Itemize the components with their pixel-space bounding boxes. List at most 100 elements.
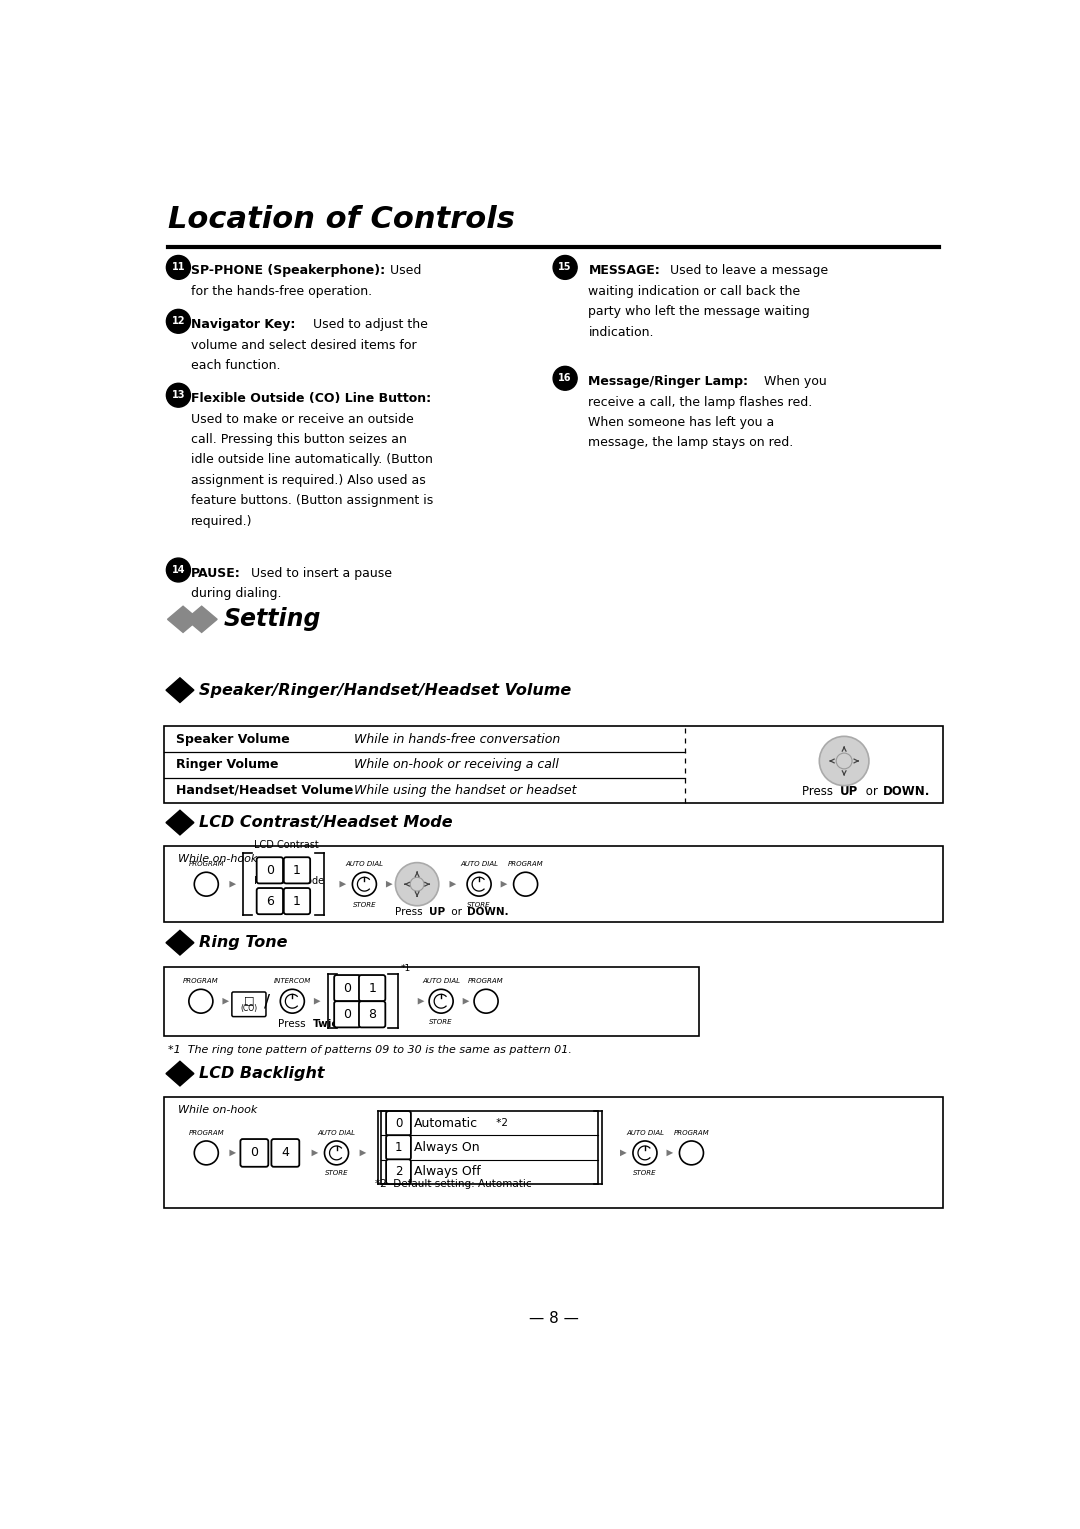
Polygon shape — [166, 930, 194, 956]
Polygon shape — [166, 810, 194, 835]
Text: STORE: STORE — [325, 1170, 348, 1176]
Text: Handset/Headset Volume: Handset/Headset Volume — [176, 784, 353, 797]
Text: STORE: STORE — [633, 1170, 657, 1176]
Text: PROGRAM: PROGRAM — [674, 1130, 710, 1136]
Text: PROGRAM: PROGRAM — [189, 861, 225, 867]
Text: Used to leave a message: Used to leave a message — [666, 265, 828, 277]
Text: INTERCOM: INTERCOM — [273, 979, 311, 983]
Text: 1: 1 — [368, 982, 376, 995]
Bar — [381, 1112, 598, 1183]
Text: When you: When you — [760, 375, 827, 388]
Text: MESSAGE:: MESSAGE: — [589, 265, 660, 277]
Text: Ring Tone: Ring Tone — [199, 936, 287, 950]
Text: or: or — [448, 907, 465, 917]
Text: Speaker Volume: Speaker Volume — [176, 732, 289, 746]
Text: Press: Press — [279, 1020, 309, 1029]
Text: — 8 —: — 8 — — [528, 1310, 579, 1326]
Text: DOWN.: DOWN. — [882, 786, 930, 798]
Text: 12: 12 — [172, 317, 185, 326]
Circle shape — [553, 255, 577, 280]
Text: DOWN.: DOWN. — [467, 907, 509, 917]
FancyBboxPatch shape — [271, 1139, 299, 1167]
Circle shape — [836, 754, 852, 769]
Circle shape — [194, 1141, 218, 1165]
Circle shape — [166, 255, 190, 280]
FancyBboxPatch shape — [241, 1139, 268, 1167]
Text: *1  The ring tone pattern of patterns 09 to 30 is the same as pattern 01.: *1 The ring tone pattern of patterns 09 … — [167, 1046, 571, 1055]
Text: While using the handset or headset: While using the handset or headset — [354, 784, 577, 797]
Text: LCD Backlight: LCD Backlight — [199, 1066, 324, 1081]
Polygon shape — [166, 677, 194, 702]
Text: 0: 0 — [251, 1147, 258, 1159]
Text: indication.: indication. — [589, 326, 653, 338]
Text: message, the lamp stays on red.: message, the lamp stays on red. — [589, 436, 794, 450]
Bar — [164, 726, 943, 803]
Circle shape — [166, 309, 190, 333]
Text: STORE: STORE — [353, 902, 376, 908]
FancyBboxPatch shape — [334, 976, 361, 1001]
Text: 2: 2 — [395, 1165, 402, 1179]
Circle shape — [194, 872, 218, 896]
Text: each function.: each function. — [191, 359, 281, 372]
FancyBboxPatch shape — [257, 888, 283, 914]
Text: Setting: Setting — [224, 607, 321, 631]
Text: Message/Ringer Lamp:: Message/Ringer Lamp: — [589, 375, 748, 388]
FancyBboxPatch shape — [359, 1001, 386, 1027]
Text: PROGRAM: PROGRAM — [184, 979, 218, 983]
Circle shape — [467, 872, 491, 896]
Text: 1: 1 — [395, 1141, 402, 1154]
Circle shape — [189, 989, 213, 1014]
Circle shape — [553, 367, 577, 390]
Text: Used to insert a pause: Used to insert a pause — [247, 567, 392, 579]
Circle shape — [281, 989, 305, 1014]
Circle shape — [410, 878, 424, 891]
Text: Speaker/Ringer/Handset/Headset Volume: Speaker/Ringer/Handset/Headset Volume — [199, 682, 571, 697]
Text: Twice.: Twice. — [312, 1020, 349, 1029]
Text: *2  Default setting: Automatic: *2 Default setting: Automatic — [375, 1179, 531, 1190]
FancyBboxPatch shape — [359, 976, 386, 1001]
Text: idle outside line automatically. (Button: idle outside line automatically. (Button — [191, 454, 433, 466]
Text: AUTO DIAL: AUTO DIAL — [346, 861, 383, 867]
Text: waiting indication or call back the: waiting indication or call back the — [589, 284, 800, 298]
Circle shape — [324, 1141, 349, 1165]
Text: Press: Press — [801, 786, 836, 798]
Circle shape — [474, 989, 498, 1014]
Text: Press: Press — [395, 907, 427, 917]
Text: 8: 8 — [368, 1008, 376, 1021]
FancyBboxPatch shape — [232, 992, 266, 1017]
Text: 11: 11 — [172, 263, 185, 272]
Bar — [164, 847, 943, 922]
FancyBboxPatch shape — [284, 858, 310, 884]
Text: *1: *1 — [401, 963, 411, 972]
Polygon shape — [167, 605, 199, 633]
Text: Used to make or receive an outside: Used to make or receive an outside — [191, 413, 414, 425]
Text: receive a call, the lamp flashes red.: receive a call, the lamp flashes red. — [589, 396, 812, 408]
FancyBboxPatch shape — [257, 858, 283, 884]
Text: or: or — [862, 786, 881, 798]
Text: party who left the message waiting: party who left the message waiting — [589, 306, 810, 318]
Text: STORE: STORE — [430, 1018, 453, 1024]
Circle shape — [429, 989, 454, 1014]
Text: 1: 1 — [293, 894, 301, 908]
Polygon shape — [166, 1061, 194, 1086]
Text: While in hands-free conversation: While in hands-free conversation — [354, 732, 561, 746]
Circle shape — [633, 1141, 657, 1165]
Circle shape — [395, 862, 438, 905]
Text: Used to adjust the: Used to adjust the — [309, 318, 428, 332]
Text: SP-PHONE (Speakerphone):: SP-PHONE (Speakerphone): — [191, 265, 384, 277]
Circle shape — [514, 872, 538, 896]
Text: (CO): (CO) — [241, 1003, 257, 1012]
Text: 0: 0 — [395, 1116, 402, 1130]
Text: volume and select desired items for: volume and select desired items for — [191, 338, 417, 352]
Text: PROGRAM: PROGRAM — [469, 979, 504, 983]
FancyBboxPatch shape — [387, 1135, 410, 1161]
Text: Navigator Key:: Navigator Key: — [191, 318, 295, 332]
FancyBboxPatch shape — [334, 1001, 361, 1027]
Text: PROGRAM: PROGRAM — [508, 861, 543, 867]
Text: STORE: STORE — [468, 902, 490, 908]
Circle shape — [820, 737, 869, 786]
Text: Flexible Outside (CO) Line Button:: Flexible Outside (CO) Line Button: — [191, 391, 431, 405]
Circle shape — [166, 558, 190, 583]
Text: for the hands-free operation.: for the hands-free operation. — [191, 284, 372, 298]
Text: AUTO DIAL: AUTO DIAL — [318, 1130, 355, 1136]
